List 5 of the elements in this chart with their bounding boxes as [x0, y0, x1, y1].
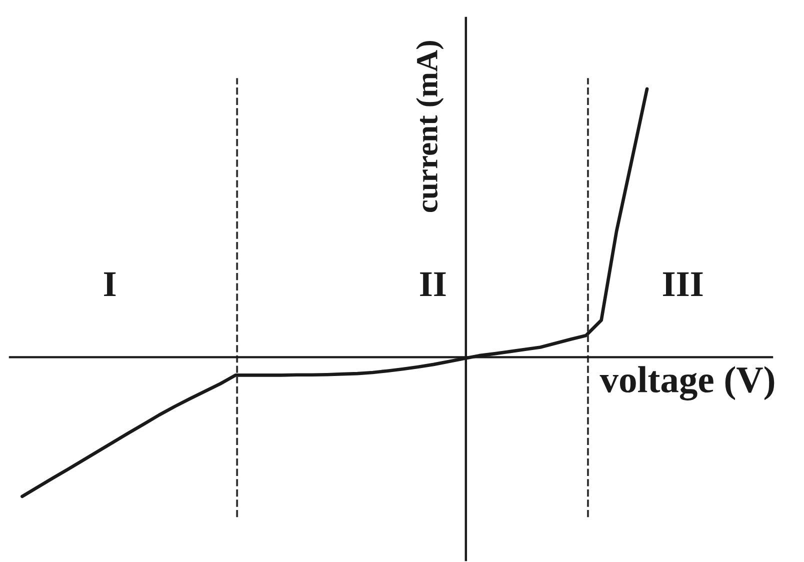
x-axis-title: voltage (V): [600, 366, 774, 400]
y-axis-title: current (mA): [416, 41, 444, 212]
text: III: [662, 272, 703, 296]
annotation: I: [104, 272, 116, 296]
annotation: II: [420, 272, 446, 296]
